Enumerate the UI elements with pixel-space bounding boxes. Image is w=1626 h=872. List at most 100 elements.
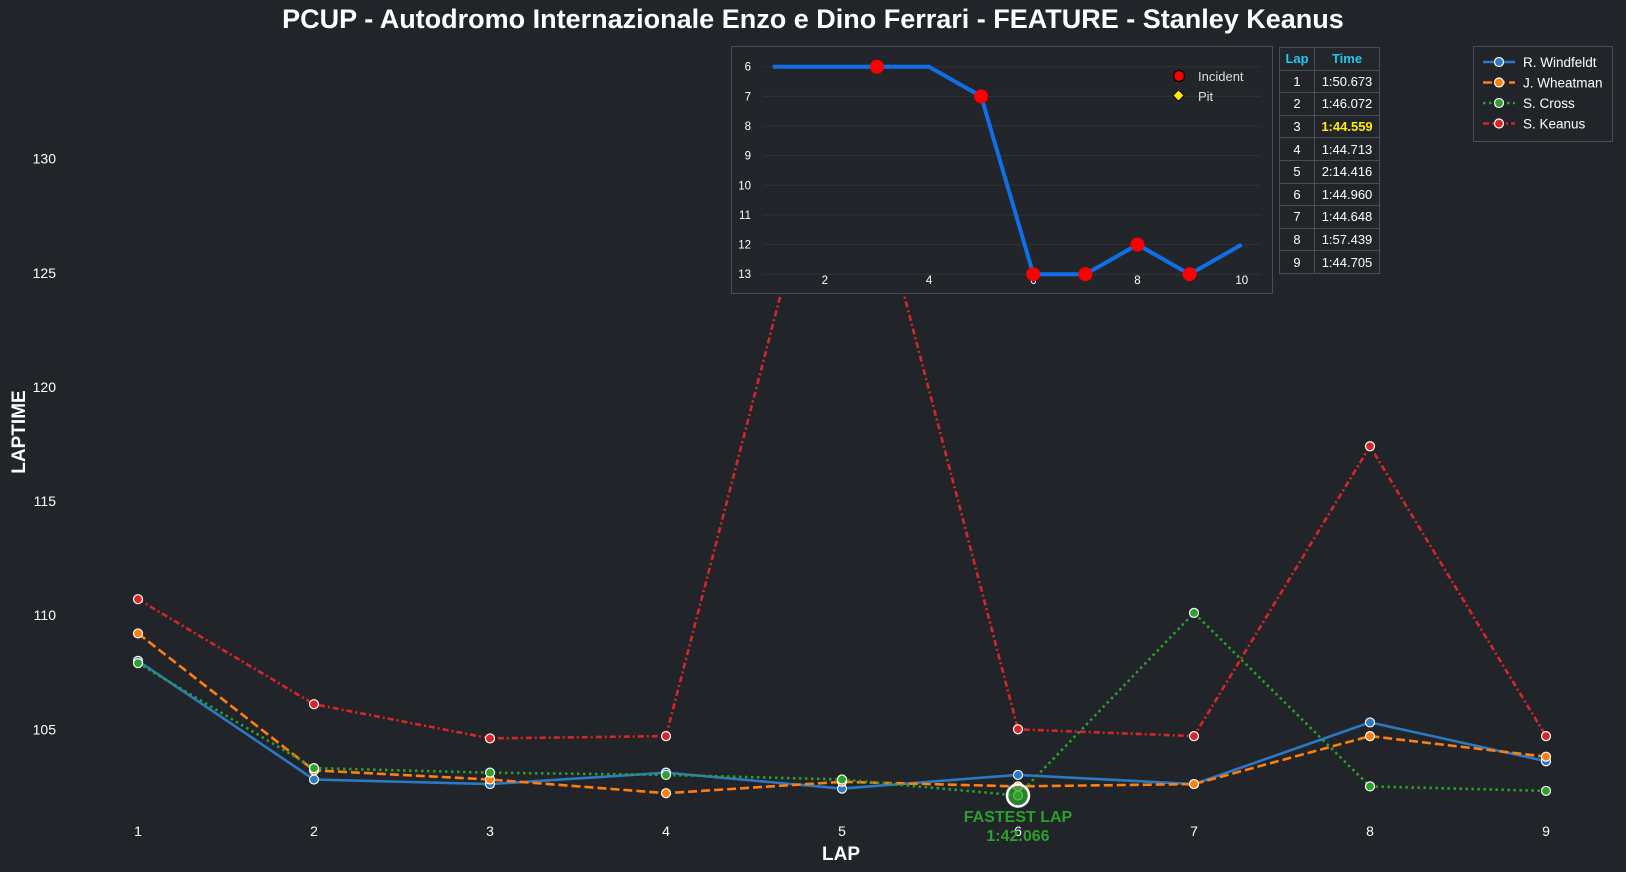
incident-legend-icon (1172, 69, 1186, 83)
y-tick-label: 110 (34, 607, 57, 623)
series-line-1 (137, 632, 1547, 795)
lap-time-cell: 1:57.439 (1314, 227, 1380, 252)
data-point (1364, 441, 1376, 452)
data-point (1540, 731, 1552, 742)
legend-label: R. Windfeldt (1523, 55, 1597, 70)
x-tick-label: 6 (1014, 823, 1022, 839)
lap-number-cell: 3 (1279, 114, 1315, 139)
table-row: 1 1:50.673 (1279, 69, 1380, 94)
x-tick-label: 2 (310, 823, 318, 839)
y-tick-label: 120 (33, 379, 57, 395)
legend-marker (1493, 77, 1505, 88)
data-point (484, 733, 496, 744)
incident-marker (869, 59, 884, 74)
data-point (660, 788, 672, 799)
y-tick-label: 115 (34, 493, 57, 509)
legend-marker (1493, 97, 1505, 109)
table-row: 4 1:44.713 (1279, 137, 1380, 161)
y-tick-label: 130 (33, 151, 57, 167)
legend-label: S. Cross (1523, 96, 1575, 111)
lap-number-cell: 9 (1279, 250, 1315, 274)
fastest-lap-label: FASTEST LAP (964, 809, 1073, 826)
table-row: 2 1:46.072 (1279, 92, 1380, 116)
x-tick-label: 4 (662, 823, 670, 839)
lap-time-cell: 1:44.559 (1314, 114, 1380, 139)
data-point (1188, 731, 1200, 742)
incident-marker (974, 89, 989, 104)
chart-title: PCUP - Autodromo Internazionale Enzo e D… (282, 4, 1344, 34)
inset-y-tick-label: 9 (745, 151, 751, 163)
data-point (1364, 731, 1376, 742)
table-header-lap: Lap (1279, 47, 1315, 71)
inset-y-tick-label: 13 (738, 269, 751, 281)
lap-number-cell: 8 (1279, 227, 1315, 252)
data-point (1540, 751, 1552, 762)
lap-time-cell: 2:14.416 (1314, 159, 1380, 184)
lap-number-cell: 5 (1279, 159, 1315, 184)
inset-x-tick-label: 8 (1134, 275, 1140, 287)
inset-x-tick-label: 2 (822, 275, 828, 287)
inset-y-tick-label: 10 (738, 180, 751, 192)
data-point (132, 658, 144, 669)
lap-time-cell: 1:44.705 (1314, 250, 1380, 274)
lap-time-cell: 1:50.673 (1314, 69, 1380, 94)
lap-time-cell: 1:46.072 (1314, 92, 1380, 116)
data-point (1540, 785, 1552, 797)
x-tick-label: 9 (1542, 823, 1550, 839)
incident-marker (1078, 267, 1093, 282)
incident-legend-label: Incident (1198, 69, 1244, 84)
lap-time-cell: 1:44.648 (1314, 205, 1380, 229)
x-tick-label: 1 (134, 823, 142, 839)
lap-time-table: Lap Time 1 1:50.673 2 1:46.072 3 1:44.559 4 1:44… (1279, 47, 1380, 274)
data-point (1364, 781, 1376, 792)
incident-marker (1130, 237, 1145, 252)
data-point (132, 628, 144, 639)
data-point (484, 767, 496, 778)
x-tick-label: 5 (838, 823, 846, 839)
y-tick-label: 105 (33, 721, 57, 737)
data-point (1012, 769, 1024, 781)
data-point (660, 731, 672, 742)
data-point (660, 769, 672, 781)
data-point (1364, 717, 1376, 728)
data-point (308, 762, 320, 774)
inset-x-tick-label: 10 (1235, 275, 1248, 287)
data-point (308, 699, 320, 710)
series-line-2 (137, 611, 1547, 797)
legend: R. Windfeldt J. Wheatman S. Cross S. Keanus (1473, 46, 1613, 142)
table-row: 3 1:44.559 (1279, 114, 1380, 139)
table-row: 7 1:44.648 (1279, 205, 1380, 229)
pit-legend-label: Pit (1198, 89, 1214, 104)
data-point (1188, 778, 1200, 790)
inset-y-tick-label: 12 (738, 240, 751, 252)
y-axis-label: LAPTIME (9, 390, 30, 473)
x-tick-label: 7 (1190, 823, 1198, 839)
y-tick-label: 125 (33, 265, 57, 281)
legend-marker (1493, 56, 1505, 68)
inset-y-tick-label: 11 (739, 210, 751, 222)
inset-y-tick-label: 8 (745, 121, 751, 133)
lap-number-cell: 4 (1279, 137, 1315, 161)
incident-marker (1182, 267, 1197, 282)
position-line (772, 64, 1243, 277)
data-point (836, 774, 848, 785)
inset-frame (731, 46, 1273, 294)
table-row: 9 1:44.705 (1279, 250, 1380, 274)
legend-label: S. Keanus (1523, 117, 1586, 132)
data-point (1188, 607, 1200, 618)
lap-time-cell: 1:44.713 (1314, 137, 1380, 161)
lap-number-cell: 7 (1279, 205, 1315, 229)
lap-number-cell: 1 (1279, 69, 1315, 94)
incident-marker (1026, 267, 1041, 282)
table-header-time: Time (1314, 47, 1380, 71)
fastest-lap-marker (1005, 783, 1031, 808)
table-row: 5 2:14.416 (1279, 159, 1380, 184)
x-tick-label: 8 (1366, 823, 1374, 839)
inset-y-tick-label: 6 (745, 62, 751, 74)
table-row: 6 1:44.960 (1279, 182, 1380, 207)
lap-number-cell: 2 (1279, 92, 1315, 116)
x-axis-label: LAP (822, 844, 860, 865)
table-row: 8 1:57.439 (1279, 227, 1380, 252)
